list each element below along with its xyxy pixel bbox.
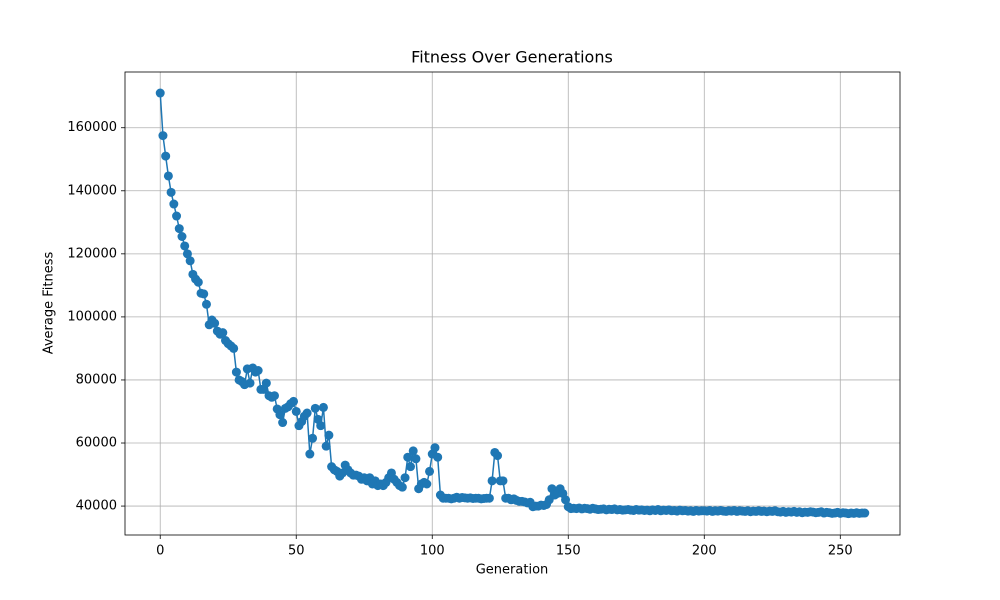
data-point <box>487 476 497 486</box>
chart-title: Fitness Over Generations <box>411 48 613 67</box>
data-point <box>261 378 271 388</box>
data-point <box>193 277 203 287</box>
x-tick-label: 200 <box>692 544 717 559</box>
y-tick-label: 120000 <box>67 246 117 261</box>
x-tick-label: 50 <box>288 544 305 559</box>
data-point <box>305 449 315 459</box>
data-point <box>324 430 334 440</box>
data-point <box>310 403 320 413</box>
data-point <box>422 479 432 489</box>
data-point <box>291 406 301 416</box>
x-axis-label: Generation <box>476 563 549 578</box>
y-tick-label: 160000 <box>67 120 117 135</box>
data-point <box>498 476 508 486</box>
data-point <box>430 443 440 453</box>
data-point <box>275 410 285 420</box>
data-point <box>180 241 190 251</box>
data-point <box>302 408 312 418</box>
data-point <box>199 289 209 299</box>
data-point <box>229 343 239 353</box>
data-point <box>158 131 168 141</box>
data-point <box>308 433 318 443</box>
data-point <box>561 495 571 505</box>
data-point <box>860 508 870 518</box>
data-point <box>289 396 299 406</box>
data-point <box>161 151 171 161</box>
data-point <box>185 256 195 266</box>
data-point <box>433 452 443 462</box>
y-tick-label: 40000 <box>76 499 117 514</box>
data-point <box>201 299 211 309</box>
data-point <box>321 441 331 451</box>
data-point <box>174 224 184 234</box>
y-tick-label: 140000 <box>67 183 117 198</box>
data-point <box>425 466 435 476</box>
x-tick-label: 0 <box>156 544 164 559</box>
data-point <box>400 473 410 483</box>
data-point <box>155 88 165 98</box>
x-tick-label: 250 <box>828 544 853 559</box>
x-tick-label: 100 <box>420 544 445 559</box>
data-point <box>182 249 192 259</box>
data-point <box>218 328 228 338</box>
y-axis-label: Average Fitness <box>42 252 57 355</box>
data-point <box>493 451 503 461</box>
data-point <box>172 211 182 221</box>
data-point <box>411 454 421 464</box>
axes-frame <box>124 71 901 536</box>
data-point <box>405 462 415 472</box>
data-point <box>278 418 288 428</box>
data-point <box>231 367 241 377</box>
data-point <box>253 365 263 375</box>
data-point <box>166 187 176 197</box>
data-point <box>177 232 187 242</box>
grid <box>125 72 900 535</box>
data-point <box>316 421 326 431</box>
plot-area <box>155 88 870 519</box>
y-tick-label: 60000 <box>76 436 117 451</box>
data-point <box>397 482 407 492</box>
data-point <box>403 452 413 462</box>
data-point <box>163 171 173 181</box>
data-point <box>245 378 255 388</box>
data-point <box>210 318 220 328</box>
data-point <box>318 402 328 412</box>
y-tick-label: 80000 <box>76 372 117 387</box>
data-point <box>269 391 279 401</box>
y-tick-label: 100000 <box>67 309 117 324</box>
data-point <box>169 199 179 209</box>
data-point <box>408 446 418 456</box>
x-tick-label: 150 <box>556 544 581 559</box>
data-point <box>484 493 494 503</box>
